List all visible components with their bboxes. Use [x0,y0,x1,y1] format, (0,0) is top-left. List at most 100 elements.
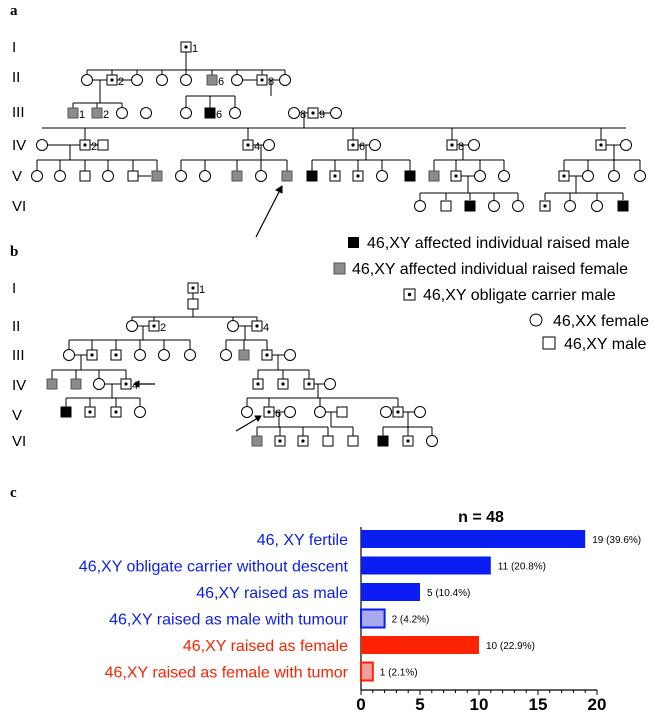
legend-carrier-text: 46,XY obligate carrier male [423,287,616,304]
individual-number: 6 [218,76,224,88]
pedigree-b: 1 2 4 4 6 [46,282,438,447]
gen-a-6: VI [12,198,26,215]
female-symbol [184,349,196,361]
female-symbol [330,107,342,119]
female-symbol [498,170,510,182]
female-symbol [63,349,75,361]
carrier-dot [260,78,264,82]
generation-labels-b: I II III IV V VI [12,280,26,450]
bar [361,636,479,654]
gen-a-1: I [12,39,16,56]
female-symbol [564,200,576,212]
female-symbol [231,74,243,86]
bar [361,556,491,575]
individual-number: 4 [263,322,269,334]
legend-female-text: 46,XX female [553,313,649,330]
individual-number: 6 [275,408,281,420]
female-symbol [134,349,146,361]
legend: 46,XY affected individual raised male 46… [333,235,649,353]
affected-raised-female-symbol [67,107,79,119]
carrier-dot [311,111,315,115]
individual-number: 1 [192,43,198,55]
gen-b-2: II [12,318,20,335]
legend-carrier-dot [407,292,412,297]
bar [360,608,386,629]
affected-raised-female-symbol [238,349,250,361]
data-label: 1 (2.1%) [380,668,418,679]
female-symbol [229,107,241,119]
female-symbol [620,139,632,151]
affected-raised-female-symbol [151,170,163,182]
carrier-dot [246,143,250,147]
gen-b-4: IV [12,377,26,394]
carrier-dot [278,439,282,443]
carrier-dot [450,143,454,147]
x-tick-label: 15 [529,695,548,714]
legend-affected-text: 46,XY affected individual raised male [367,235,630,252]
affected-raised-female-symbol [70,378,82,390]
female-symbol [376,170,388,182]
x-tick-label: 0 [356,695,365,714]
proband-arrowhead-a [275,185,283,194]
female-symbol [474,170,486,182]
male-symbol [347,435,359,447]
female-symbol [102,170,114,182]
gen-a-5: V [12,168,22,185]
individual-number: 8 [268,76,274,88]
carrier-dot [184,45,188,49]
male-symbol [127,170,139,182]
carrier-dot [599,143,603,147]
female-symbol [324,378,336,390]
female-symbol [414,200,426,212]
data-label: 10 (22.9%) [486,641,535,652]
carrier-dot [356,174,360,178]
female-symbol [126,320,138,332]
carrier-dot [333,174,337,178]
male-symbol [79,170,91,182]
carrier-dot [88,410,92,414]
female-symbol [81,74,93,86]
female-symbol [634,170,646,182]
female-symbol [180,74,192,86]
female-symbol [284,406,296,418]
male-symbol [97,139,109,151]
female-symbol [116,107,128,119]
female-symbol [512,200,524,212]
female-symbol [426,435,438,447]
gen-a-2: II [12,69,20,86]
carrier-dot [255,324,259,328]
female-symbol [468,139,480,151]
carrier-dot [110,78,114,82]
carrier-dot [114,353,118,357]
carrier-dot [265,353,269,357]
affected-raised-female-symbol [231,170,243,182]
carrier-dot [83,143,87,147]
x-tick-label: 10 [470,695,489,714]
female-symbol [255,170,267,182]
female-symbol [93,378,105,390]
carrier-dot [152,324,156,328]
individual-number: 4 [132,380,138,392]
female-symbol [134,406,146,418]
female-symbol [31,170,43,182]
legend-male-symbol [542,336,556,350]
female-symbol [284,349,296,361]
individual-number: 6 [359,141,365,153]
affected-raised-female-symbol [251,435,263,447]
male-symbol [322,435,334,447]
female-symbol [369,139,381,151]
carrier-dot [396,410,400,414]
female-symbol [220,349,232,361]
category-label: 46,XY raised as male with tumour [109,612,349,629]
chart-title: n = 48 [458,509,504,526]
bar [361,583,420,601]
female-symbol [288,107,300,119]
data-label: 11 (20.8%) [498,562,546,573]
category-label: 46, XY fertile [257,532,348,549]
proband-arrow-a [255,189,281,238]
affected-male-symbol [306,170,318,182]
carrier-dot [301,439,305,443]
female-symbol [279,74,291,86]
male-symbol [187,298,199,310]
male-symbol [440,200,452,212]
